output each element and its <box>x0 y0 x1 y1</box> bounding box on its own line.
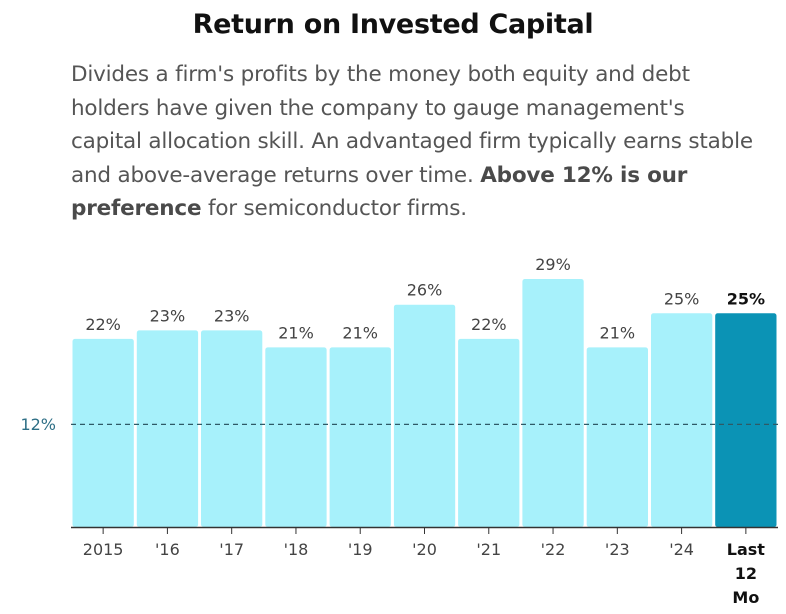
x-tick-label: '22 <box>541 540 566 559</box>
bar-value-label: 25% <box>664 289 700 308</box>
x-tick-label: '19 <box>348 540 373 559</box>
x-tick-label: '18 <box>284 540 309 559</box>
description-text: Divides a firm's profits by the money bo… <box>71 62 753 188</box>
bar-5 <box>393 304 456 527</box>
x-tick-label: '20 <box>412 540 437 559</box>
reference-line-label: 12% <box>20 415 56 434</box>
bar-value-label: 23% <box>150 306 186 325</box>
chart-title: Return on Invested Capital <box>192 9 594 40</box>
bar-10 <box>715 313 777 528</box>
bar-2 <box>201 330 263 527</box>
chart-description: Divides a firm's profits by the money bo… <box>71 58 761 226</box>
x-tick-label: '16 <box>155 540 180 559</box>
bar-value-label: 29% <box>535 255 571 274</box>
x-tick-label: '23 <box>605 540 630 559</box>
bar-value-label: 21% <box>342 323 378 342</box>
bar-value-label: 22% <box>471 315 507 334</box>
description-emphasis: Above 12% is our preference <box>71 162 688 222</box>
bar-7 <box>522 279 584 527</box>
bar-0 <box>72 338 134 527</box>
x-tick-label: '17 <box>219 540 244 559</box>
bar-1 <box>136 330 199 527</box>
bar-value-label: 25% <box>727 289 765 308</box>
bar-4 <box>329 347 391 527</box>
bar-value-label: 23% <box>214 306 250 325</box>
bar-value-label: 21% <box>278 323 314 342</box>
bar-3 <box>265 347 327 527</box>
bar-value-label: 22% <box>85 315 121 334</box>
x-tick-label: '24 <box>669 540 694 559</box>
bar-value-label: 26% <box>407 281 443 300</box>
bar-value-label: 21% <box>600 323 636 342</box>
bar-8 <box>586 347 648 527</box>
bar-9 <box>651 313 713 528</box>
description-text-end: for semiconductor firms. <box>201 196 467 221</box>
bar-6 <box>458 338 520 527</box>
x-tick-label: Last 12 Mo <box>727 540 766 607</box>
x-tick-label: 2015 <box>83 540 124 559</box>
x-tick-label: '21 <box>476 540 501 559</box>
